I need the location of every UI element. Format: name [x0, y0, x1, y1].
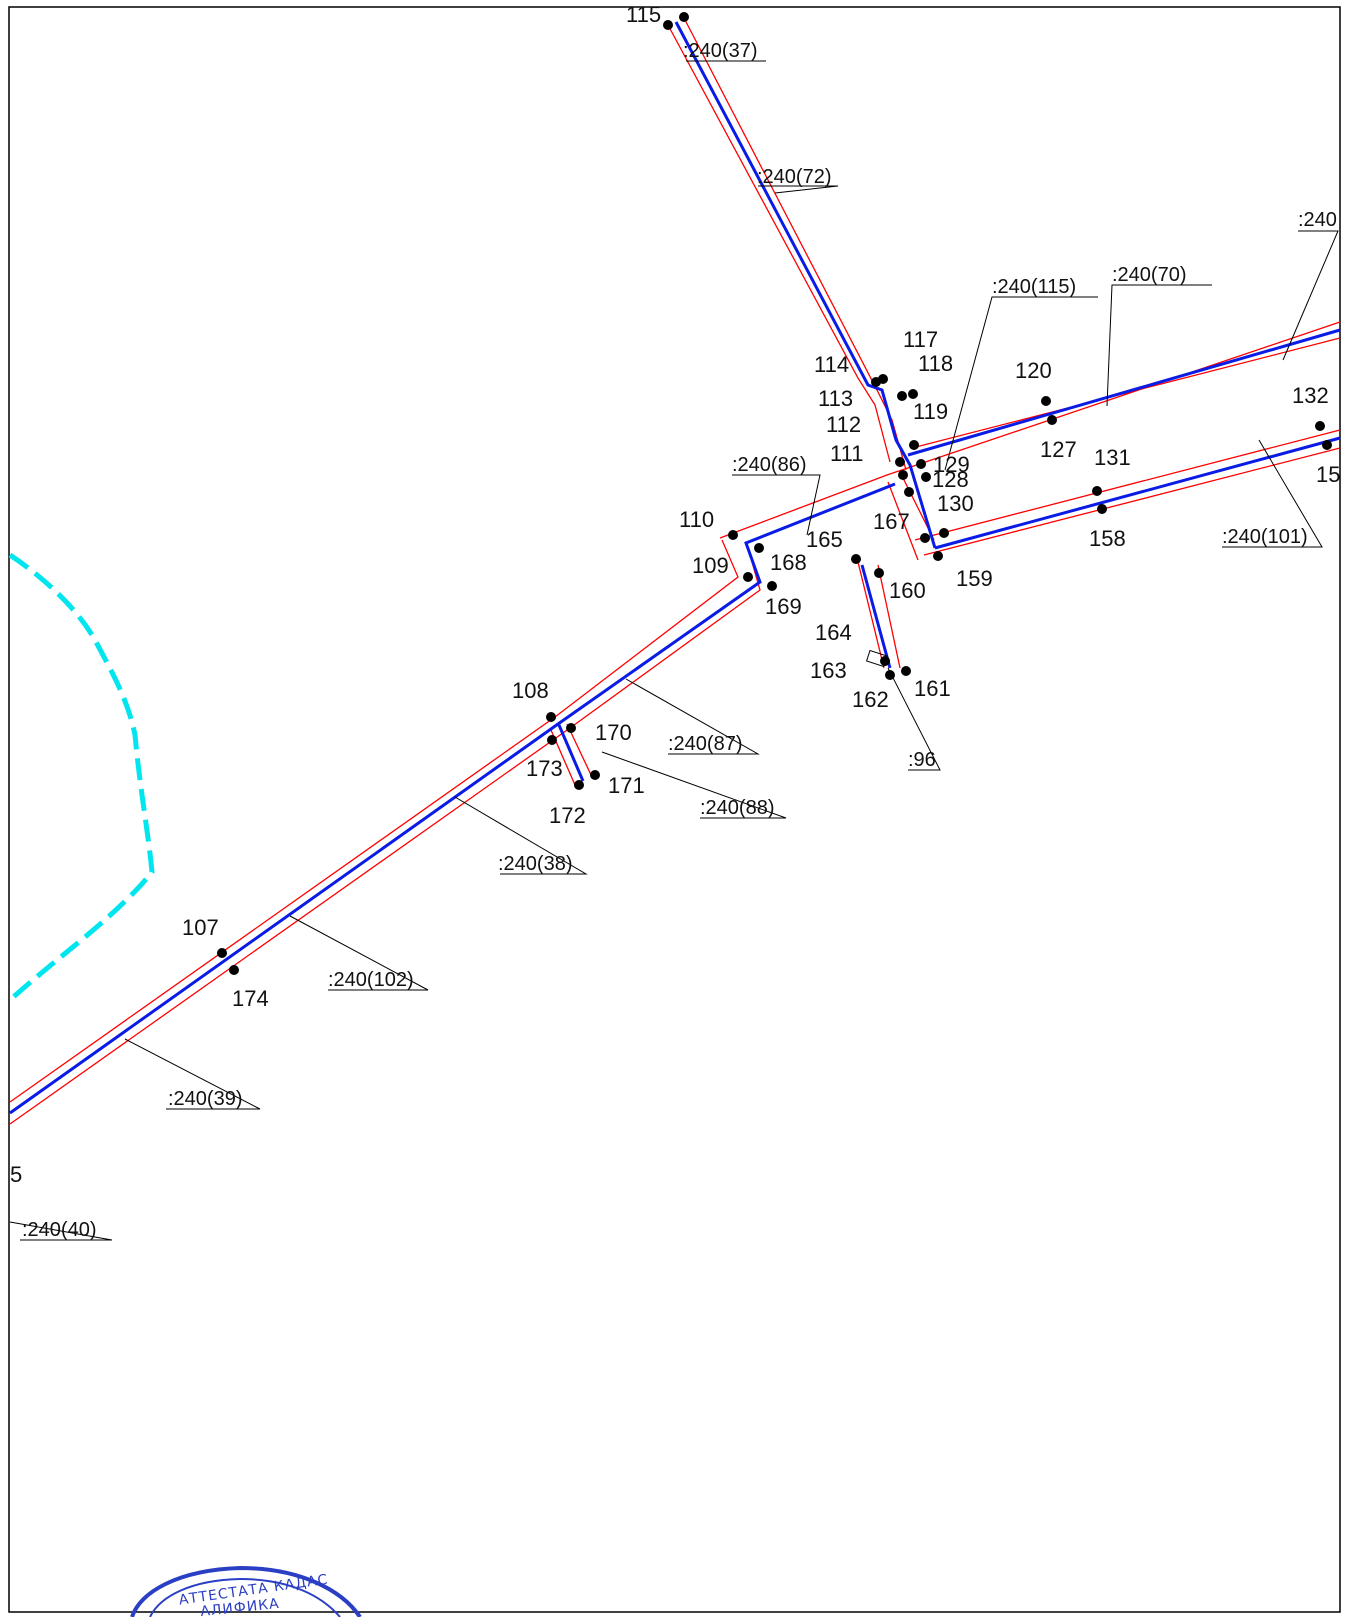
parcel-label: :240(88) [700, 797, 775, 819]
point-label: 130 [937, 491, 974, 516]
point-label: 162 [852, 687, 889, 712]
parcel-label: :240(72) [757, 166, 832, 188]
point-label: 173 [526, 756, 563, 781]
point-label: 112 [826, 412, 861, 437]
zone-boundary [8, 552, 155, 1002]
point-label: 118 [918, 351, 953, 376]
point-label: 132 [1292, 383, 1329, 408]
point-label: 117 [903, 327, 938, 352]
point-label: 109 [692, 553, 729, 578]
point-label: 170 [595, 720, 632, 745]
seal-text-inner: АЛИФИКА [200, 1596, 281, 1617]
point-label: 159 [956, 566, 993, 591]
point-label: 114 [814, 352, 849, 377]
map-frame [8, 6, 1341, 1613]
point-label: 169 [765, 594, 802, 619]
point-label: 115 [626, 2, 661, 27]
parcel-label: :240 [1298, 209, 1337, 231]
parcel-label: :240(39) [168, 1088, 243, 1110]
parcel-label: :240(70) [1112, 264, 1187, 286]
parcel-label: :240(101) [1222, 526, 1308, 548]
parcel-label: :240(115) [992, 276, 1076, 298]
parcel-label: :240(38) [498, 853, 573, 875]
point-label: 111 [830, 441, 863, 466]
point-label: 127 [1040, 437, 1077, 462]
point-label: 131 [1094, 445, 1131, 470]
point-label: 113 [818, 386, 853, 411]
point-label: 171 [608, 773, 645, 798]
point-label: 164 [815, 620, 852, 645]
point-label: 110 [679, 507, 714, 532]
parcel-label: :240(40) [22, 1219, 97, 1241]
point-label: 108 [512, 678, 549, 703]
edge-point-label: 5 [10, 1162, 22, 1187]
parcel-label: :240(87) [668, 733, 743, 755]
point-label: 158 [1089, 526, 1126, 551]
point-label: 120 [1015, 358, 1052, 383]
parcel-label: :240(102) [328, 969, 414, 991]
point-label: 160 [889, 578, 926, 603]
parcel-label: :96 [908, 749, 936, 771]
point-label: 15 [1316, 462, 1340, 487]
point-label: 165 [806, 527, 843, 552]
point-labels: 115 114 113 112 111 117 118 119 120 127 … [10, 2, 1340, 1187]
point-label: 174 [232, 986, 269, 1011]
point-label: 161 [914, 676, 951, 701]
centerlines [9, 21, 1341, 1115]
point-label: 129 [933, 452, 970, 477]
leader-lines [9, 60, 1339, 1241]
point-label: 128 [932, 467, 969, 492]
point-label: 172 [549, 803, 586, 828]
parcel-label: :240(86) [732, 454, 807, 476]
point-label: 107 [182, 915, 219, 940]
point-label: 167 [873, 509, 910, 534]
point-label: 119 [913, 399, 948, 424]
survey-points [217, 12, 1332, 975]
point-label: 168 [770, 550, 807, 575]
point-label: 163 [810, 658, 847, 683]
small-building [865, 649, 888, 668]
parcel-label: :240(37) [683, 40, 758, 62]
parcel-labels: :240(37) :240(72) :240 :240(70) :240(115… [22, 40, 1337, 1241]
